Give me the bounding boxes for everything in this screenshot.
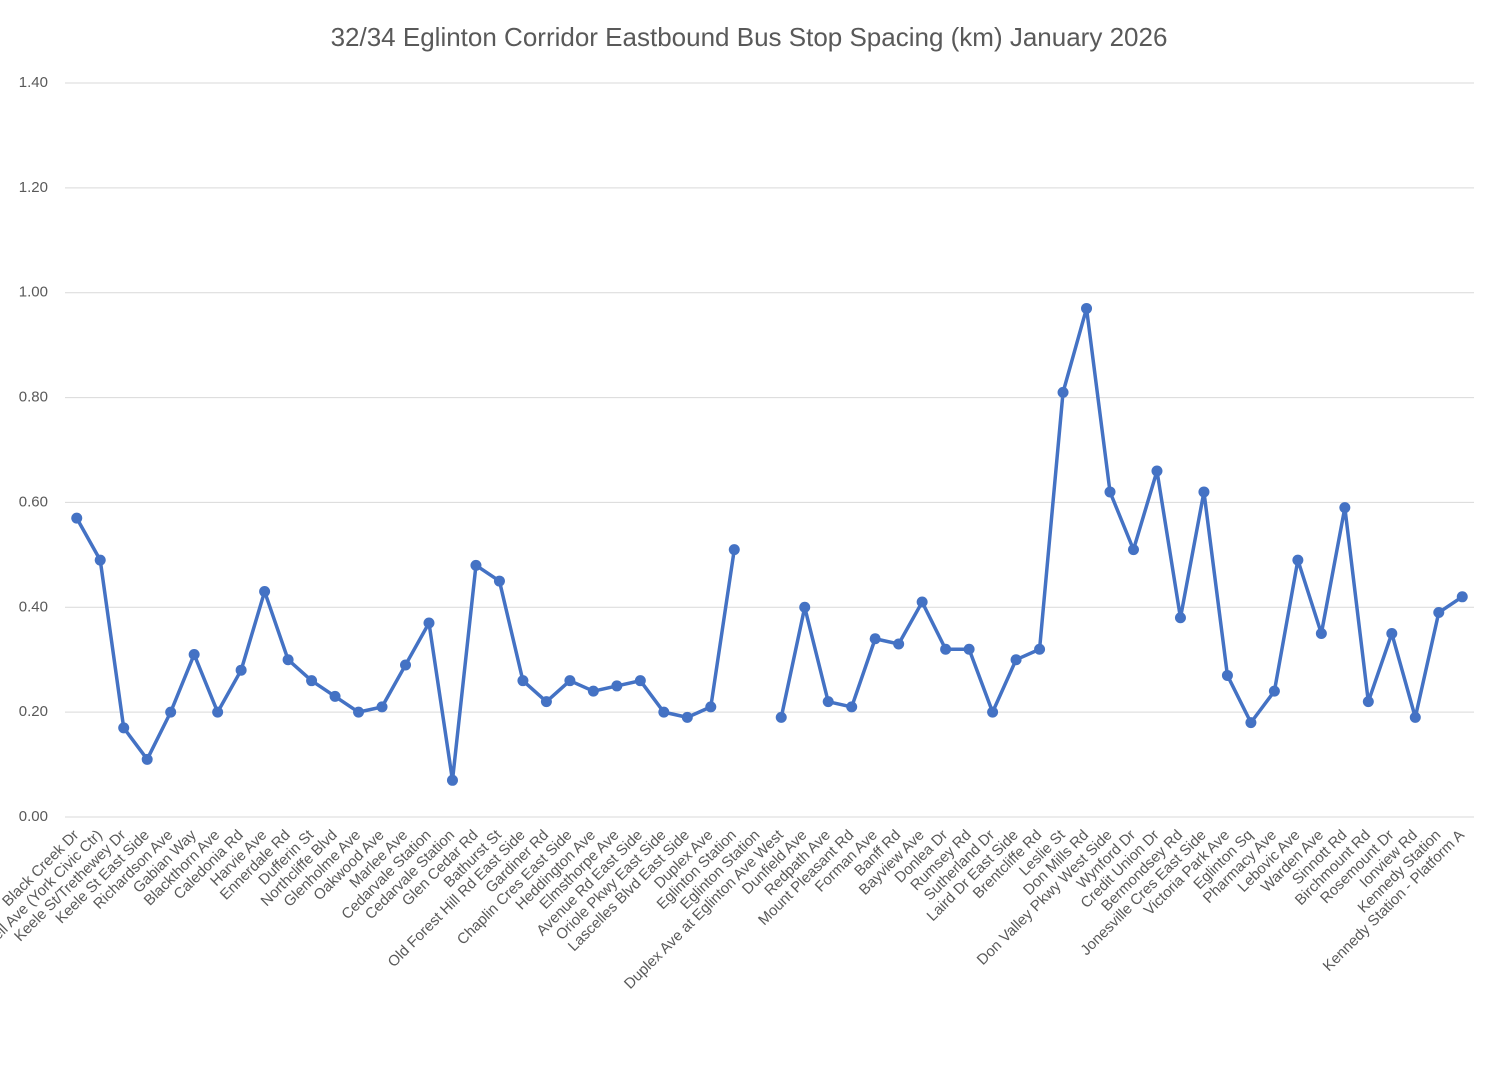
data-point [71,512,83,524]
data-point [564,675,576,687]
data-point [446,774,458,786]
y-tick-label: 0.60 [19,493,48,510]
data-point [1057,386,1069,398]
data-point [963,643,975,655]
data-point [1127,544,1139,556]
data-point [587,685,599,697]
data-point [846,701,858,713]
data-point [705,701,717,713]
data-point [118,722,130,734]
data-point [869,633,881,645]
data-point [1292,554,1304,566]
data-point [1034,643,1046,655]
data-point [822,696,834,708]
data-point [1010,654,1022,666]
data-point [799,601,811,613]
data-point [1268,685,1280,697]
data-point [1339,502,1351,514]
y-tick-label: 0.80 [19,389,48,406]
data-point [423,617,435,629]
data-point [893,638,905,650]
data-point [353,706,365,718]
data-point [517,675,529,687]
data-point [1386,628,1398,639]
y-tick-label: 0.00 [19,808,48,825]
data-point [1433,607,1445,619]
data-point [775,711,787,723]
data-point [1315,628,1327,639]
data-point [1221,669,1233,681]
data-point [329,690,341,702]
data-point [1151,465,1163,477]
data-point [1104,486,1116,498]
data-point [987,706,999,718]
data-point [1174,612,1186,624]
data-point [212,706,224,718]
data-point [728,544,740,556]
data-point [1456,591,1468,603]
data-point [376,701,388,713]
data-point [188,648,200,660]
data-point [916,596,928,608]
data-point [94,554,106,566]
data-point [400,659,412,671]
chart-title: 32/34 Eglinton Corridor Eastbound Bus St… [331,22,1168,52]
data-point [306,675,318,687]
data-point [259,586,271,598]
y-tick-label: 0.20 [19,703,48,720]
data-point [1245,717,1257,729]
data-point [540,696,552,708]
data-point [235,664,247,676]
data-point [658,706,670,718]
data-point [470,559,482,571]
data-point [940,643,952,655]
y-tick-label: 1.20 [19,179,48,196]
data-point [165,706,177,718]
data-point [282,654,294,666]
data-point [493,575,505,587]
data-point [1409,711,1421,723]
y-tick-label: 1.00 [19,284,48,301]
data-point [141,753,153,765]
y-tick-label: 0.40 [19,598,48,615]
y-tick-label: 1.40 [19,74,48,91]
data-point [634,675,646,687]
data-point [1362,696,1374,708]
data-point [681,711,693,723]
data-point [611,680,623,692]
data-point [1081,302,1093,314]
data-point [1198,486,1210,498]
